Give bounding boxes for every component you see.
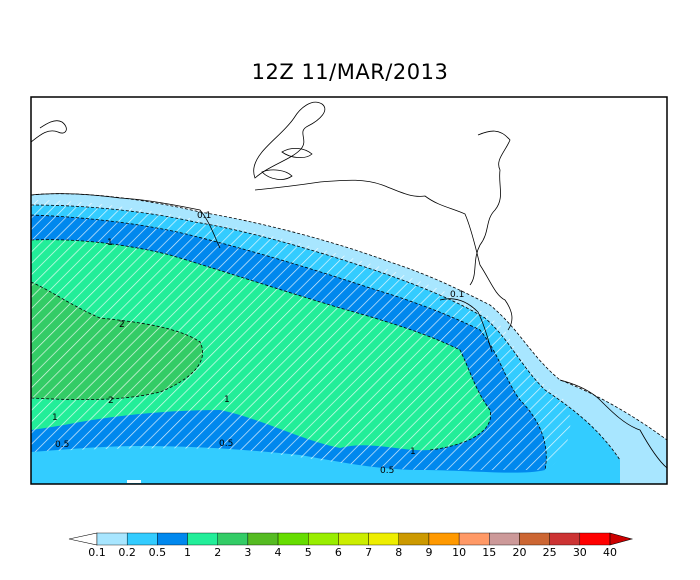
colorbar-over-triangle — [609, 532, 634, 546]
islands — [261, 148, 313, 180]
contour-label-2b: 2 — [108, 396, 114, 406]
contour-label-1d: 1 — [410, 447, 416, 457]
colorbar-tick-label: 2 — [214, 546, 222, 559]
colorbar-tick-label: 6 — [334, 546, 342, 559]
contour-2 — [31, 281, 203, 401]
border-germany-east — [469, 130, 511, 286]
colorbar-tick-label: 0.1 — [88, 546, 106, 559]
colorbar-box — [338, 532, 369, 546]
colorbar-tick-label: 7 — [365, 546, 373, 559]
colorbar-box — [277, 532, 309, 546]
coastline-uk — [31, 120, 67, 143]
colorbar-tick-label: 20 — [512, 546, 527, 559]
colorbar-tick-label: 8 — [395, 546, 403, 559]
contour-1 — [31, 239, 492, 451]
contour-label-0.1: 0.1 — [197, 211, 211, 221]
contour-label-1c: 1 — [52, 413, 58, 423]
colorbar-box — [519, 532, 550, 546]
colorbar-box — [157, 532, 188, 546]
contour-0.2 — [31, 204, 621, 461]
colorbar-under-triangle — [68, 532, 98, 546]
station-marker — [127, 480, 141, 483]
coastline-netherlands — [253, 101, 326, 179]
colorbar-tick-label: 15 — [482, 546, 497, 559]
colorbar-tick-label: 10 — [452, 546, 467, 559]
colorbar-box — [217, 532, 249, 546]
colorbar-tick-label: 4 — [274, 546, 282, 559]
contour-0.1 — [31, 193, 667, 441]
colorbar-box — [187, 532, 218, 546]
colorbar-box — [126, 532, 158, 546]
contour-label-1b: 1 — [224, 395, 230, 405]
border-switzerland — [559, 379, 667, 469]
colorbar-tick-label: 40 — [603, 546, 617, 559]
colorbar-box — [368, 532, 399, 546]
colorbar-box — [549, 532, 581, 546]
contour-label-0.2: 0.1 — [450, 290, 464, 300]
border-luxembourg — [439, 298, 493, 353]
colorbar-tick-label: 9 — [425, 546, 433, 559]
colorbar-box — [96, 532, 128, 546]
colorbar-box — [428, 532, 460, 546]
colorbar-boxes — [68, 532, 634, 546]
colorbar-tick-label: 1 — [184, 546, 192, 559]
colorbar-box — [308, 532, 339, 546]
contour-label-0.5c: 0.5 — [380, 466, 394, 476]
colorbar-tick-label: 30 — [572, 546, 587, 559]
colorbar-tick-label: 0.5 — [148, 546, 167, 559]
contour-label-0.5b: 0.5 — [219, 439, 233, 449]
contour-lines — [31, 193, 667, 471]
colorbar-box — [398, 532, 430, 546]
map-frame — [30, 96, 668, 485]
contour-label-group: 0.1 0.1 1 2 2 1 1 0.5 0.5 1 0.5 — [52, 211, 464, 476]
colorbar-tick-label: 3 — [244, 546, 252, 559]
coastlines — [31, 101, 667, 469]
colorbar-box — [579, 532, 611, 546]
border-belgium-germany — [254, 179, 513, 331]
colorbar-tick-label: 25 — [542, 546, 557, 559]
contour-label-2a: 2 — [119, 320, 125, 330]
hatch-overlay — [31, 200, 571, 470]
colorbar-tick-label: 0.2 — [118, 546, 136, 559]
contour-label-1a: 1 — [107, 238, 113, 248]
contour-0.5 — [31, 214, 547, 471]
precip-field — [31, 193, 667, 484]
colorbar-box — [489, 532, 520, 546]
contour-label-0.5a: 0.5 — [55, 440, 69, 450]
colorbar-box — [247, 532, 279, 546]
map-title: 12Z 11/MAR/2013 — [251, 60, 449, 84]
colorbar-tick-label: 5 — [304, 546, 312, 559]
coastline-france — [31, 193, 221, 249]
colorbar-box — [458, 532, 490, 546]
